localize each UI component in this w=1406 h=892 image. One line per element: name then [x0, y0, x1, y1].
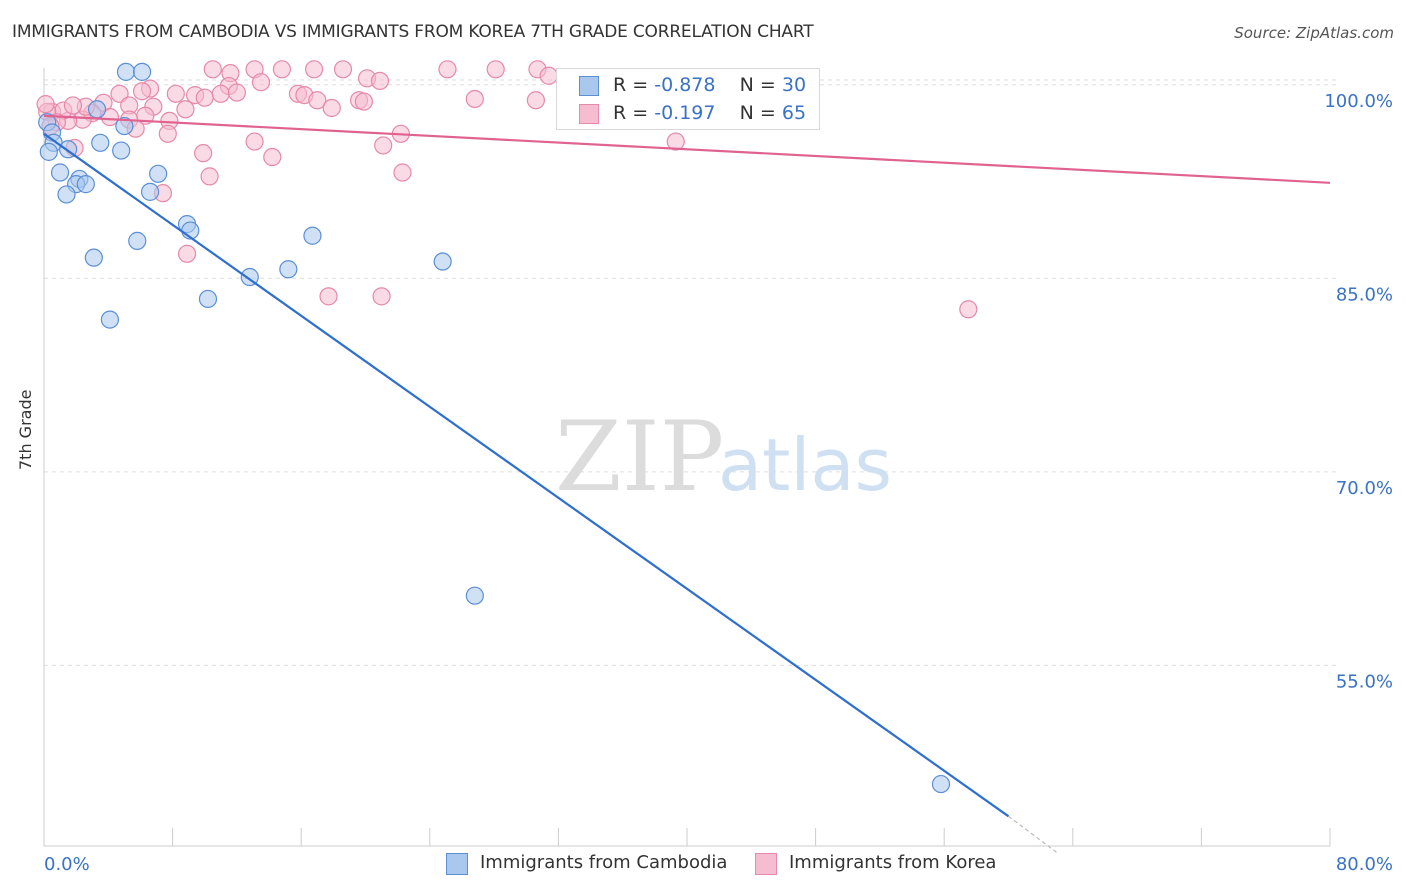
- korea-point: [176, 100, 195, 119]
- cambodia-points: [38, 62, 951, 794]
- grid-layer: [44, 79, 1338, 666]
- korea-point: [166, 84, 185, 103]
- cambodia-point: [115, 116, 134, 136]
- korea-point: [319, 287, 338, 306]
- x-tick-label: 0.0%: [44, 854, 90, 875]
- cambodia-point: [112, 141, 131, 160]
- korea-r-value: -0.197: [654, 102, 716, 124]
- korea-point: [194, 144, 213, 163]
- trend-layer: [43, 114, 1331, 853]
- cambodia-point: [149, 164, 168, 183]
- korea-point: [322, 98, 341, 118]
- korea-point: [959, 300, 978, 319]
- cambodia-trend-line: [43, 132, 1010, 818]
- korea-point: [333, 60, 353, 79]
- cambodia-point: [433, 252, 452, 271]
- cambodia-point: [50, 163, 70, 182]
- korea-point: [393, 163, 412, 182]
- korea-point: [211, 84, 230, 103]
- stats-legend: R = -0.878 N = 30 R = -0.197 N = 65: [556, 68, 820, 130]
- korea-point: [370, 71, 390, 91]
- y-tick-label: 85.0%: [1336, 284, 1393, 305]
- cambodia-point: [76, 175, 95, 194]
- korea-point: [526, 91, 545, 110]
- cambodia-trend-extension: [1008, 815, 1058, 853]
- n-label: N =: [739, 102, 776, 124]
- cambodia-point: [100, 310, 120, 329]
- cambodia-point: [303, 226, 322, 245]
- cambodia-swatch: [579, 76, 599, 96]
- korea-point: [666, 132, 685, 151]
- korea-point: [486, 60, 505, 79]
- cambodia-r-value: -0.878: [654, 74, 716, 96]
- korea-point: [110, 84, 129, 103]
- korea-point: [251, 73, 271, 92]
- cambodia-point: [128, 231, 147, 250]
- cambodia-point: [931, 774, 951, 794]
- r-label: R =: [613, 102, 649, 124]
- korea-point: [354, 92, 373, 111]
- korea-point: [158, 124, 177, 143]
- chart-title: IMMIGRANTS FROM CAMBODIA VS IMMIGRANTS F…: [12, 22, 814, 42]
- cambodia-point: [39, 142, 58, 161]
- cambodia-point: [84, 248, 103, 267]
- axis-layer: [43, 68, 1331, 847]
- r-label: R =: [613, 74, 649, 96]
- n-label: N =: [739, 74, 776, 96]
- korea-point: [438, 60, 457, 79]
- y-tick-label: 70.0%: [1336, 478, 1393, 499]
- cambodia-point: [279, 260, 298, 279]
- y-tick-label: 55.0%: [1336, 671, 1393, 692]
- korea-point: [132, 82, 152, 101]
- korea-trend-line: [43, 114, 1331, 184]
- cambodia-point: [465, 586, 484, 605]
- korea-point: [308, 91, 327, 110]
- cambodia-point: [198, 289, 218, 309]
- korea-point: [195, 88, 214, 107]
- korea-point: [63, 96, 83, 115]
- cambodia-point: [87, 100, 107, 119]
- source-label: Source: ZipAtlas.com: [1234, 24, 1394, 42]
- korea-point: [263, 147, 282, 167]
- tick-label-layer: 100.0% 85.0% 70.0% 55.0% 0.0% 80.0%: [44, 91, 1393, 875]
- x-tick-label: 80.0%: [1336, 854, 1393, 875]
- cambodia-point: [91, 133, 110, 152]
- korea-point: [36, 95, 55, 114]
- korea-point: [177, 244, 197, 263]
- cambodia-n-value: 30: [781, 74, 807, 96]
- y-axis-label: 7th Grade: [16, 389, 35, 470]
- korea-point: [245, 132, 264, 151]
- korea-point: [372, 287, 391, 306]
- korea-legend-label: Immigrants from Korea: [789, 852, 997, 873]
- cambodia-point: [132, 62, 152, 81]
- watermark: ZIP atlas: [555, 401, 892, 513]
- korea-point: [374, 136, 393, 155]
- korea-point: [304, 60, 324, 79]
- watermark-zip: ZIP: [555, 401, 724, 513]
- korea-swatch: [579, 104, 599, 124]
- cambodia-point: [140, 182, 160, 201]
- cambodia-legend-swatch: [446, 853, 468, 875]
- korea-point: [465, 89, 484, 109]
- korea-point: [539, 66, 558, 85]
- korea-point: [227, 83, 246, 102]
- cambodia-point: [116, 62, 136, 81]
- korea-point: [203, 60, 222, 79]
- korea-n-value: 65: [781, 102, 807, 124]
- korea-point: [200, 167, 219, 186]
- cambodia-legend-label: Immigrants from Cambodia: [480, 852, 728, 873]
- y-tick-label: 100.0%: [1324, 91, 1393, 112]
- cambodia-point: [57, 185, 76, 204]
- korea-legend-swatch: [755, 853, 777, 875]
- korea-point: [272, 60, 292, 79]
- watermark-atlas: atlas: [718, 423, 892, 507]
- korea-points: [36, 60, 978, 319]
